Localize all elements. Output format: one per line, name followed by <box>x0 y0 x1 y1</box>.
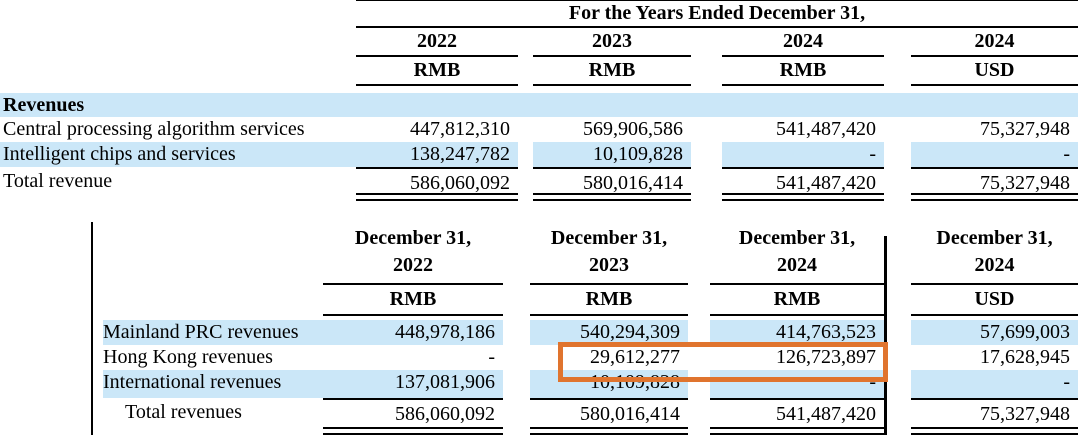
table1-year-2022: 2022 <box>356 28 518 57</box>
header-year: 2022 <box>393 254 433 276</box>
table1-title: For the Years Ended December 31, <box>356 0 1078 28</box>
table2-total-cell: 541,487,420 <box>710 398 884 427</box>
table1-row-label: Intelligent chips and services <box>0 142 356 167</box>
header-date: December 31, <box>354 227 472 249</box>
double-rule <box>356 193 518 201</box>
double-rule <box>530 427 688 435</box>
table2-header-2023: December 31, 2023 <box>530 222 688 285</box>
table2-cell: 414,763,523 <box>710 320 884 345</box>
header-year: 2024 <box>777 254 817 276</box>
table2-total-label: Total revenues <box>125 401 242 423</box>
table2-cell: - <box>911 370 1078 398</box>
annual-revenue-table: For the Years Ended December 31, 2022 20… <box>0 0 1078 201</box>
table2-total-cell: 586,060,092 <box>323 398 503 427</box>
table2-currency-1: RMB <box>323 285 503 316</box>
table2-cell: - <box>710 370 884 398</box>
table2-header-2024-usd: December 31, 2024 <box>911 222 1078 285</box>
table1-row-label: Central processing algorithm services <box>3 118 305 140</box>
table1-cell: - <box>911 142 1078 167</box>
table1-total-cell: 580,016,414 <box>533 167 691 194</box>
table1-cell: 10,109,828 <box>533 142 691 167</box>
table1-cell: 75,327,948 <box>980 118 1070 140</box>
table1-year-2024-rmb: 2024 <box>722 28 884 57</box>
table2-row-label: International revenues <box>103 370 323 398</box>
table2-cell-highlighted: 29,612,277 <box>590 346 680 368</box>
table2-total-cell: 75,327,948 <box>911 398 1078 427</box>
header-date: December 31, <box>550 227 668 249</box>
table1-currency-4: USD <box>911 57 1078 86</box>
table2-total-cell: 580,016,414 <box>530 398 688 427</box>
table1-cell: 447,812,310 <box>410 118 510 140</box>
table2-cell: 137,081,906 <box>323 370 503 398</box>
table1-cell: 541,487,420 <box>776 118 876 140</box>
table1-cell: - <box>722 142 884 167</box>
table2-row-label: Hong Kong revenues <box>103 346 273 368</box>
table2-cell: 448,978,186 <box>323 320 503 345</box>
table-left-border-line <box>91 222 93 435</box>
section-header-revenues: Revenues <box>0 93 1078 117</box>
header-date: December 31, <box>738 227 856 249</box>
table2-cell: - <box>488 346 495 368</box>
table2-row-label: Mainland PRC revenues <box>103 320 323 345</box>
header-year: 2023 <box>589 254 629 276</box>
table1-total-label: Total revenue <box>3 170 113 192</box>
table2-currency-4: USD <box>911 285 1078 316</box>
table1-currency-3: RMB <box>722 57 884 86</box>
double-rule <box>533 193 691 201</box>
table1-total-cell: 586,060,092 <box>356 167 518 194</box>
table2-header-2024-rmb: December 31, 2024 <box>710 222 884 285</box>
table2-cell: 10,109,828 <box>530 370 688 398</box>
table2-cell-highlighted: 126,723,897 <box>776 346 876 368</box>
table2-currency-3: RMB <box>710 285 884 316</box>
table1-currency-2: RMB <box>533 57 691 86</box>
table2-currency-2: RMB <box>530 285 688 316</box>
double-rule <box>722 193 884 201</box>
highlight-box <box>558 342 888 382</box>
table1-cell: 138,247,782 <box>356 142 518 167</box>
double-rule <box>911 193 1078 201</box>
table1-cell: 569,906,586 <box>583 118 683 140</box>
table2-cell: 17,628,945 <box>980 346 1070 368</box>
table1-total-cell: 541,487,420 <box>722 167 884 194</box>
double-rule <box>710 427 884 435</box>
geographic-revenue-table: December 31, 2022 December 31, 2023 Dece… <box>91 222 1078 435</box>
table1-total-cell: 75,327,948 <box>911 167 1078 194</box>
double-rule <box>911 427 1078 435</box>
usd-column-divider-line <box>884 236 887 435</box>
header-year: 2024 <box>974 254 1015 276</box>
table2-cell: 57,699,003 <box>911 320 1078 345</box>
table1-year-2024-usd: 2024 <box>911 28 1078 57</box>
table1-currency-1: RMB <box>356 57 518 86</box>
double-rule <box>323 427 503 435</box>
table2-cell: 540,294,309 <box>530 320 688 345</box>
header-date: December 31, <box>936 227 1053 249</box>
table1-year-2023: 2023 <box>533 28 691 57</box>
table2-header-2022: December 31, 2022 <box>323 222 503 285</box>
